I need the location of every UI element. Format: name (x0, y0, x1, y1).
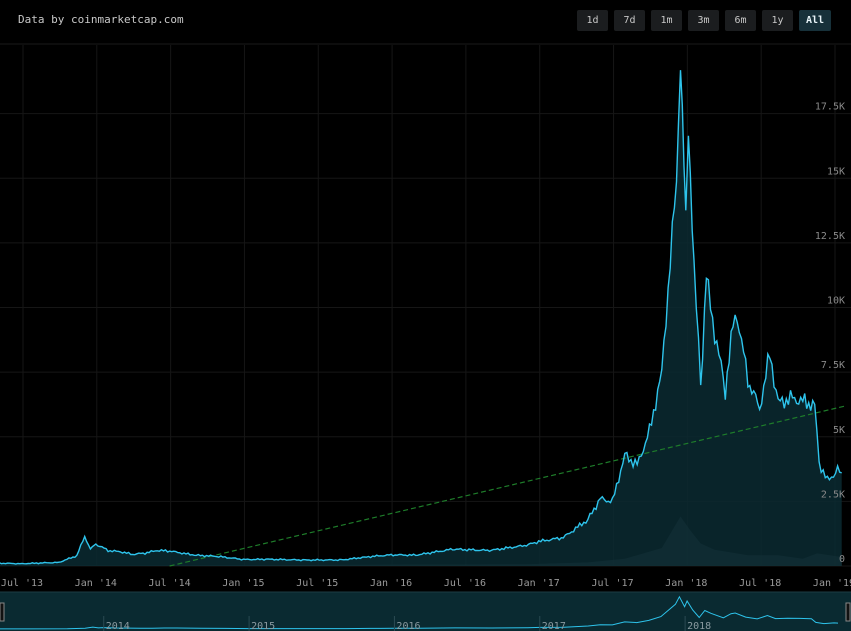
y-tick-label: 0 (839, 554, 845, 565)
range-button-3m[interactable]: 3m (688, 10, 719, 31)
range-button-all[interactable]: All (799, 10, 831, 31)
range-button-1d[interactable]: 1d (577, 10, 608, 31)
range-button-1y[interactable]: 1y (762, 10, 793, 31)
range-button-1m[interactable]: 1m (651, 10, 682, 31)
navigator-handle-left[interactable] (0, 602, 5, 622)
x-tick-label: Jan '18 (665, 578, 707, 589)
range-button-6m[interactable]: 6m (725, 10, 756, 31)
navigator-year-label: 2015 (251, 621, 275, 631)
trend-line (169, 405, 847, 567)
x-tick-label: Jul '14 (149, 578, 191, 589)
navigator-line (0, 595, 839, 630)
price-line (0, 70, 842, 565)
x-tick-label: Jan '16 (370, 578, 412, 589)
y-tick-label: 7.5K (821, 360, 845, 371)
navigator-year-label: 2017 (542, 621, 566, 631)
range-button-7d[interactable]: 7d (614, 10, 645, 31)
navigator-year-label: 2018 (687, 621, 711, 631)
x-tick-label: Jul '18 (739, 578, 781, 589)
y-tick-label: 2.5K (821, 489, 845, 500)
y-tick-label: 17.5K (815, 102, 845, 113)
data-credit: Data by coinmarketcap.com (18, 13, 184, 26)
y-tick-label: 12.5K (815, 231, 845, 242)
x-axis-ticks: Jul '13 Jan '14 Jul '14 Jan '15 Jul '15 Jan '… (1, 578, 851, 589)
x-tick-label: Jul '15 (296, 578, 338, 589)
x-tick-label: Jul '17 (591, 578, 633, 589)
x-tick-label: Jul '13 (1, 578, 43, 589)
navigator-year-label: 2014 (106, 621, 130, 631)
chart-toolbar: Data by coinmarketcap.com 1d 7d 1m 3m 6m 1y Al… (0, 0, 851, 42)
navigator-bg (0, 592, 851, 631)
navigator-year-label: 2016 (396, 621, 420, 631)
range-selector: 1d 7d 1m 3m 6m 1y All (577, 10, 831, 31)
y-axis-ticks: 0 2.5K 5K 7.5K 10K 12.5K 15K 17.5K (815, 102, 845, 565)
y-tick-label: 10K (827, 296, 845, 307)
x-tick-label: Jan '14 (75, 578, 117, 589)
navigator-handle-right[interactable] (845, 602, 851, 622)
price-area (0, 70, 842, 566)
y-tick-label: 15K (827, 166, 845, 177)
y-tick-label: 5K (833, 425, 845, 436)
x-tick-label: Jan '17 (518, 578, 560, 589)
range-navigator: 2014 2015 2016 2017 2018 (0, 591, 851, 631)
x-tick-label: Jan '15 (222, 578, 264, 589)
x-tick-label: Jan '19 (813, 578, 851, 589)
x-tick-label: Jul '16 (444, 578, 486, 589)
